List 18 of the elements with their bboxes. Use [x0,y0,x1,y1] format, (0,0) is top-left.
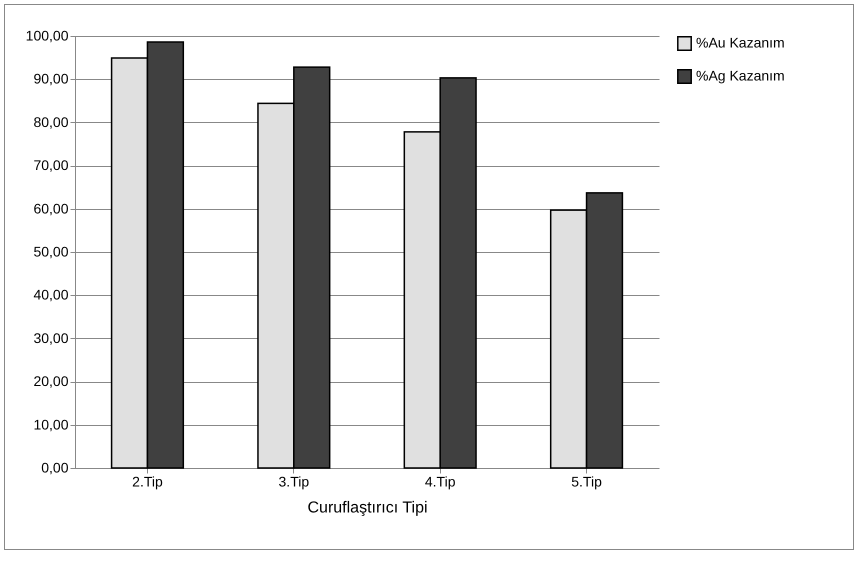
x-tick-label: 5.Tip [571,474,602,490]
x-tick-label: 3.Tip [278,474,310,490]
x-tick-label: 4.Tip [424,474,456,490]
y-tick-label: 30,00 [33,330,69,346]
y-tick-label: 90,00 [33,70,69,87]
y-tick-label: 40,00 [33,286,69,303]
legend-label: %Au Kazanım [696,34,785,50]
y-tick-label: 50,00 [33,244,69,260]
legend-label: %Ag Kazanım [696,68,785,84]
x-tick-label: 2.Tip [132,474,163,490]
y-tick-label: 0,00 [41,460,69,476]
y-tick-label: 10,00 [33,416,69,432]
y-tick-label: 60,00 [33,200,69,216]
y-tick-label: 20,00 [33,373,69,390]
x-axis-title: Curuflaştırıcı Tipi [307,500,428,516]
y-tick-label: 70,00 [33,157,69,174]
y-tick-label: 80,00 [33,114,69,130]
y-tick-label: 100,00 [26,28,69,44]
